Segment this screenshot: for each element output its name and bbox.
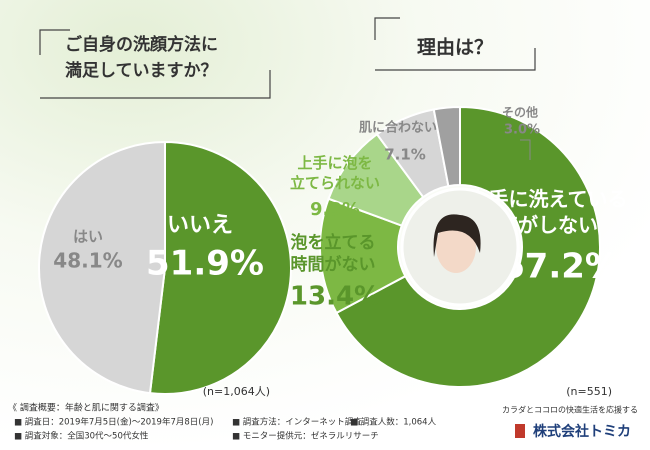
value-label: 7.1% xyxy=(384,146,426,164)
company-tagline: カラダとココロの快適生活を応援する xyxy=(502,405,638,415)
slice xyxy=(335,105,601,388)
value-label: 48.1% xyxy=(53,249,122,273)
sample-note: (n=1,064人) xyxy=(203,385,270,398)
value-label: 67.2% xyxy=(501,247,619,287)
category-label: いいえ xyxy=(167,213,233,238)
photo-hair xyxy=(433,214,481,257)
photo-face xyxy=(436,221,476,273)
chart-title: 理由は？ xyxy=(417,36,493,59)
chart-title: ご自身の洗顔方法に満足していますか？ xyxy=(65,34,218,81)
survey-item: ■ 調査対象：全国30代～50代女性 xyxy=(14,431,149,442)
sample-note: (n=551) xyxy=(566,385,612,398)
category-label: 泡を立てる時間がない xyxy=(291,232,376,275)
slice xyxy=(38,140,166,395)
survey-item: ■ モニター提供元：ゼネラルリサーチ xyxy=(232,431,379,442)
category-label: はい xyxy=(73,228,103,246)
survey-item: ■ 調査日：2019年7月5日(金)～2019年7月8日(月) xyxy=(14,417,213,428)
category-label: 上手に泡を立てられない xyxy=(290,154,380,192)
category-label: その他 xyxy=(502,105,538,120)
company-logo xyxy=(515,424,525,438)
category-label: 肌に合わない xyxy=(359,120,437,136)
survey-item: ■ 調査方法：インターネット調査 xyxy=(232,417,362,428)
leader-line xyxy=(520,139,531,160)
value-label: 9.3% xyxy=(310,199,360,220)
survey-item: ■ 調査人数：1,064人 xyxy=(350,417,437,428)
value-label: 51.9% xyxy=(146,244,264,284)
slice xyxy=(432,105,461,188)
value-label: 3.0% xyxy=(504,123,540,138)
value-label: 13.4% xyxy=(290,282,380,312)
company-name: 株式会社トミカ xyxy=(533,423,631,440)
slice xyxy=(148,140,292,395)
survey-heading: 《 調査概要：年齢と肌に関する調査》 xyxy=(8,402,164,414)
title-frame xyxy=(39,17,536,99)
